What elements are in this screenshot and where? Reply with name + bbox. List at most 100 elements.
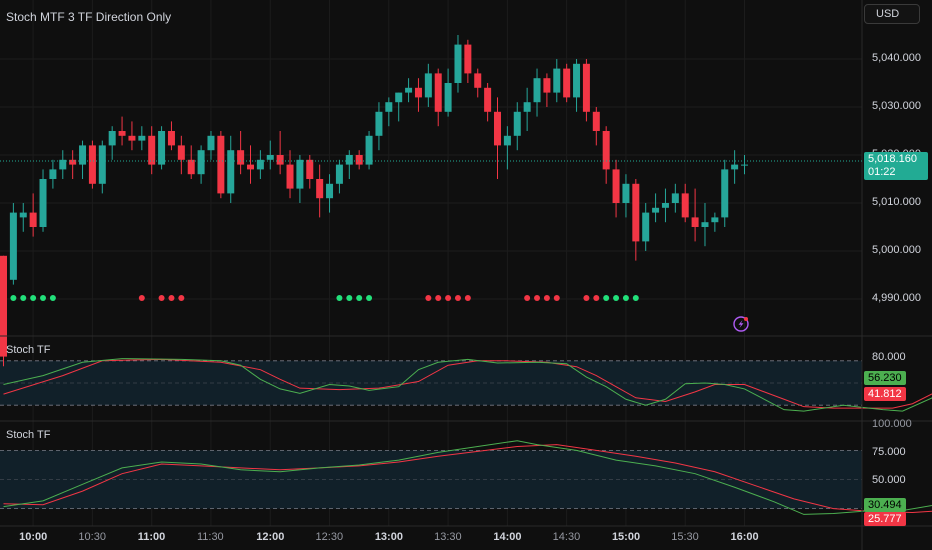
signal-dot	[178, 295, 185, 301]
signal-dot	[613, 295, 620, 301]
candle-body	[207, 135, 215, 151]
price-tick-label: 5,010.000	[872, 196, 921, 208]
candle-body	[39, 179, 47, 227]
candle-body	[741, 164, 748, 166]
candle-body	[444, 83, 452, 112]
candle-body	[345, 155, 353, 165]
signal-dot	[425, 295, 432, 301]
candle-body	[414, 87, 422, 98]
candle-body	[296, 159, 304, 189]
time-tick-label: 11:00	[137, 531, 166, 543]
grid-lines	[0, 0, 862, 526]
candle-body	[29, 212, 37, 227]
candle-body	[434, 73, 442, 112]
time-tick-label: 10:00	[19, 531, 48, 543]
price-tick-label: 5,040.000	[872, 52, 921, 64]
time-tick-label: 15:30	[671, 531, 699, 543]
stoch2-k-badge: 30.494	[864, 498, 906, 512]
candle-body	[88, 145, 96, 184]
stoch1-d-line	[3, 358, 932, 409]
candle-body	[652, 207, 660, 213]
candle-body	[533, 78, 541, 103]
signal-dot	[40, 295, 47, 301]
candle-body	[335, 164, 343, 184]
signal-dot	[366, 295, 373, 301]
currency-selector[interactable]: USD	[864, 4, 920, 24]
stoch2-d-line	[3, 444, 932, 513]
candle-body	[721, 169, 729, 218]
candle-body	[612, 169, 620, 203]
stoch1-pane-title: Stoch TF	[6, 344, 51, 356]
signal-dot	[553, 295, 560, 301]
signal-dot	[454, 295, 461, 301]
signal-dot	[336, 295, 343, 301]
signal-dot	[543, 295, 550, 301]
candle-body	[306, 159, 314, 179]
candle-body	[602, 131, 610, 170]
candles	[0, 35, 748, 367]
candle-body	[691, 217, 699, 227]
price-tick-label: 5,030.000	[872, 100, 921, 112]
candle-body	[316, 179, 324, 199]
time-tick-label: 14:00	[493, 531, 522, 543]
signal-dot	[583, 295, 590, 301]
candle-body	[622, 183, 630, 203]
candle-body	[158, 131, 166, 165]
candle-body	[513, 111, 521, 136]
candle-body	[632, 183, 640, 242]
signal-dot	[593, 295, 600, 301]
candle-body	[671, 193, 679, 203]
candle-body	[108, 131, 116, 146]
candle-body	[247, 164, 254, 170]
candle-body	[365, 135, 373, 165]
candle-body	[118, 131, 126, 136]
candle-body	[286, 164, 294, 189]
signal-dot	[20, 295, 27, 301]
candle-body	[256, 159, 264, 170]
candle-body	[276, 155, 284, 165]
signal-dot	[168, 295, 175, 301]
signal-dot	[632, 295, 639, 301]
candle-body	[563, 68, 571, 98]
candle-body	[543, 78, 551, 93]
current-price-badge: 5,018.160 01:22	[864, 152, 928, 180]
candle-body	[424, 73, 432, 98]
stoch2-tick-75: 75.000	[872, 446, 906, 458]
signal-dot	[10, 295, 17, 301]
stoch1-k-line	[3, 358, 932, 412]
signal-dot	[30, 295, 37, 301]
candle-body	[582, 63, 590, 112]
candle-body	[484, 87, 492, 112]
stoch2-tick-50: 50.000	[872, 474, 906, 486]
candle-body	[138, 135, 146, 141]
price-tick-label: 5,000.000	[872, 244, 921, 256]
time-tick-label: 13:00	[374, 531, 403, 543]
candle-body	[355, 155, 363, 165]
signal-dot	[138, 295, 145, 301]
candle-body	[553, 68, 561, 93]
candle-body	[98, 145, 106, 184]
candle-body	[0, 255, 7, 357]
stoch2-pane-title: Stoch TF	[6, 429, 51, 441]
time-tick-label: 12:30	[315, 531, 344, 543]
candle-body	[19, 212, 27, 218]
signal-dot	[622, 295, 629, 301]
time-tick-label: 14:30	[552, 531, 581, 543]
candle-body	[503, 135, 511, 146]
lightning-icon[interactable]	[733, 316, 749, 332]
candle-body	[375, 111, 383, 136]
candle-body	[642, 212, 650, 242]
current-price-value: 5,018.160	[868, 153, 917, 165]
candle-countdown: 01:22	[868, 166, 896, 178]
candle-body	[523, 102, 531, 112]
time-tick-label: 13:30	[434, 531, 462, 543]
candle-body	[573, 63, 581, 98]
time-tick-label: 12:00	[256, 531, 285, 543]
stoch2-d-badge: 25.777	[864, 512, 906, 526]
signal-dot	[603, 295, 610, 301]
candle-body	[49, 169, 57, 179]
stoch1-tick-80: 80.000	[872, 351, 906, 363]
candle-body	[227, 150, 235, 194]
